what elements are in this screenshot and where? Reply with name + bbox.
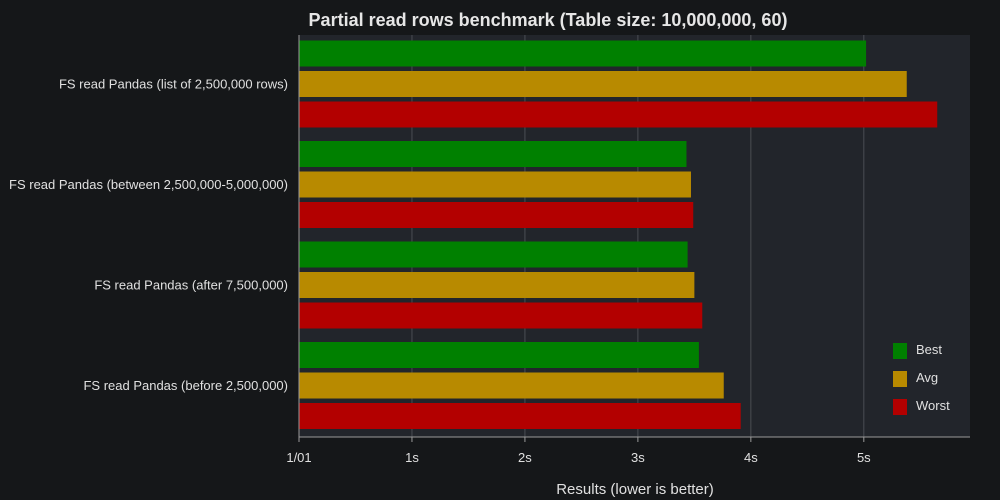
x-tick-label: 1s <box>405 450 419 465</box>
bar-avg-4 <box>299 372 724 399</box>
bar-avg-1 <box>299 71 907 97</box>
bar-worst-1 <box>299 101 938 128</box>
x-axis-title: Results (lower is better) <box>556 481 714 498</box>
legend-swatch-worst <box>893 399 907 415</box>
bar-best-4 <box>299 342 699 368</box>
x-tick-label: 2s <box>518 450 532 465</box>
y-axis-categories: FS read Pandas (list of 2,500,000 rows) F… <box>9 77 288 394</box>
x-axis-ticks: 1/01 1s 2s 3s 4s 5s <box>286 35 871 465</box>
legend-label-best: Best <box>916 342 942 357</box>
bar-worst-2 <box>299 202 694 228</box>
x-tick-label: 5s <box>857 450 871 465</box>
legend-swatch-avg <box>893 371 907 387</box>
bar-best-3 <box>299 241 688 268</box>
legend-label-worst: Worst <box>916 398 950 413</box>
legend-label-avg: Avg <box>916 370 938 385</box>
legend: Best Avg Worst <box>893 342 950 415</box>
chart-title: Partial read rows benchmark (Table size:… <box>309 10 788 30</box>
bar-best-2 <box>299 141 687 167</box>
legend-swatch-best <box>893 343 907 359</box>
bar-avg-3 <box>299 272 695 298</box>
bar-worst-4 <box>299 403 741 429</box>
category-label: FS read Pandas (after 7,500,000) <box>94 278 288 293</box>
category-label: FS read Pandas (list of 2,500,000 rows) <box>59 77 288 92</box>
bar-best-1 <box>299 40 867 67</box>
x-tick-label: 1/01 <box>286 450 311 465</box>
category-label: FS read Pandas (between 2,500,000-5,000,… <box>9 177 288 192</box>
x-tick-label: 3s <box>631 450 645 465</box>
bars <box>299 40 938 429</box>
bar-avg-2 <box>299 171 691 198</box>
category-label: FS read Pandas (before 2,500,000) <box>83 378 288 393</box>
x-tick-label: 4s <box>744 450 758 465</box>
bar-worst-3 <box>299 302 703 329</box>
